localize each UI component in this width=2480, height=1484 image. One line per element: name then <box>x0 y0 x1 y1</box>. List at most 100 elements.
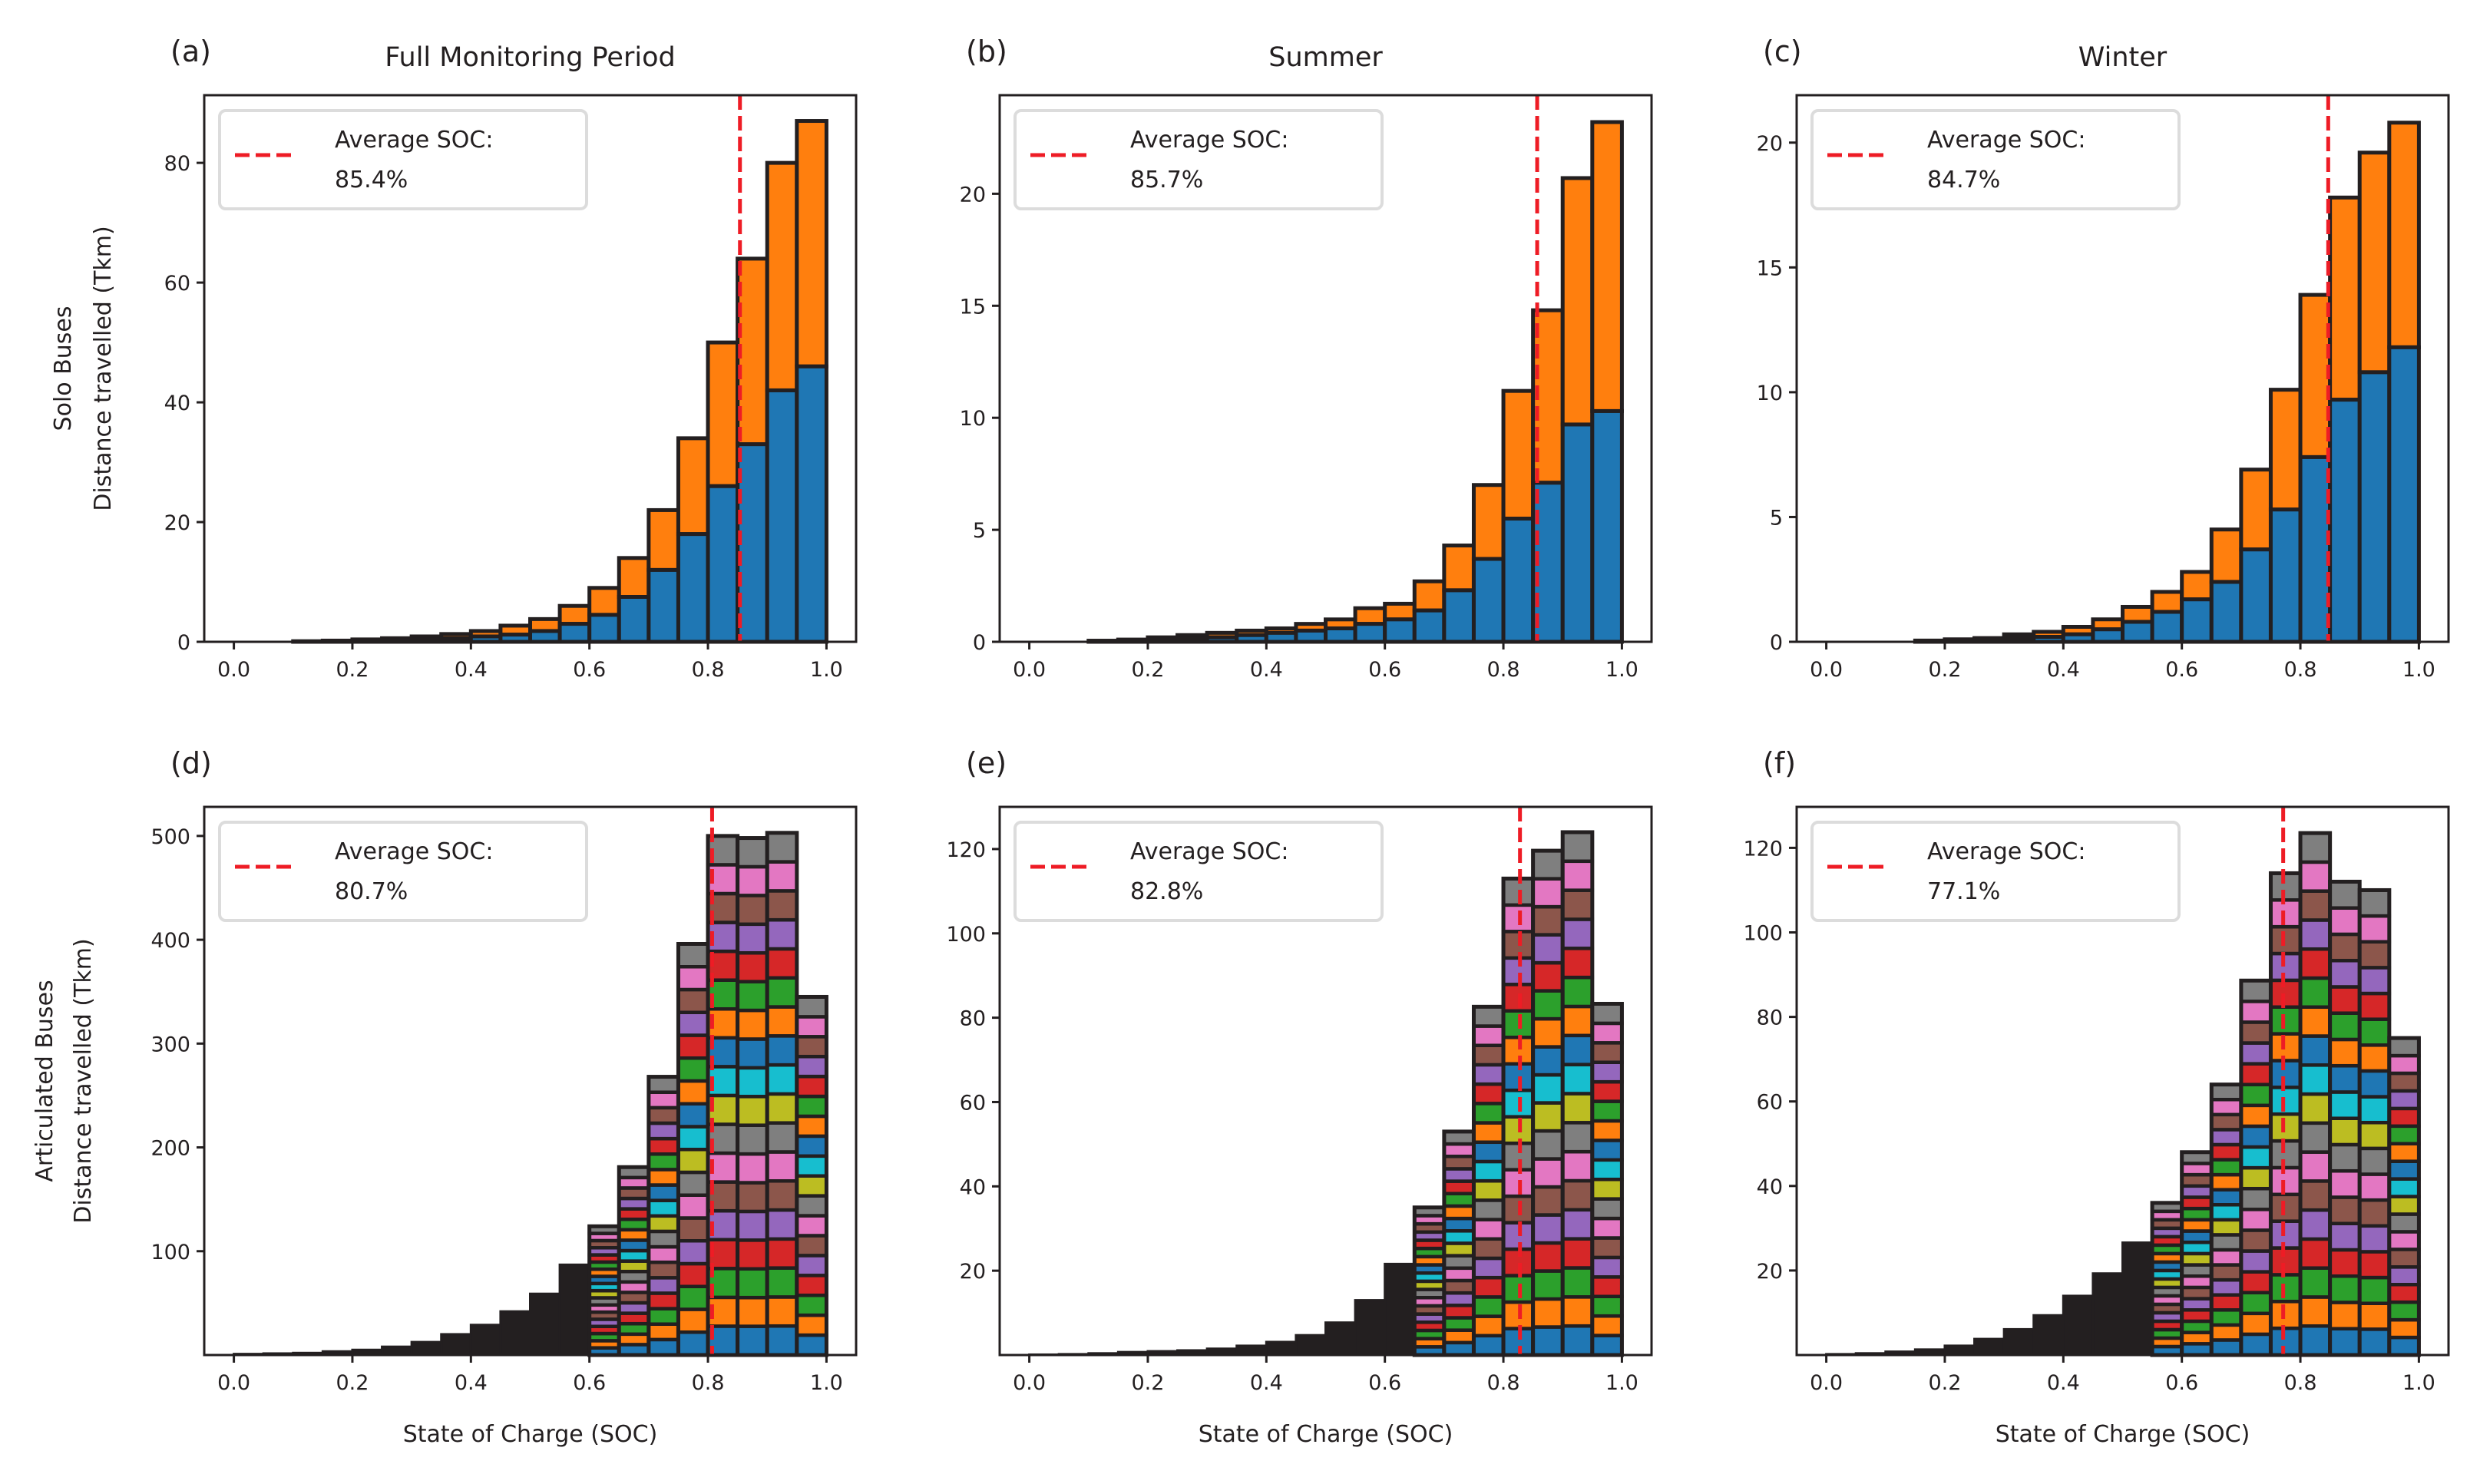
bar-segment <box>2328 1221 2362 1252</box>
bar-segment <box>2387 1317 2421 1340</box>
bar-segment <box>2269 978 2303 1010</box>
bar-low-soc <box>1354 1299 1387 1357</box>
bar-segment <box>2269 1273 2303 1304</box>
x-tick-label: 0.0 <box>1013 1371 1046 1395</box>
bar-segment <box>2210 1248 2244 1267</box>
y-tick-label: 0 <box>177 631 190 655</box>
ylabel-top-line1: Solo Buses <box>50 306 77 431</box>
bar-segment <box>2357 1198 2392 1228</box>
bar-segment <box>736 1324 769 1357</box>
bar-segment <box>1472 1024 1506 1047</box>
x-axis-label: State of Charge (SOC) <box>1996 1421 2250 1448</box>
legend: Average SOC: 80.7% <box>218 821 588 922</box>
bar-segment <box>2357 1095 2392 1125</box>
bar-segment <box>1472 1102 1506 1125</box>
bar-segment <box>1531 1101 1565 1133</box>
x-tick-label: 0.4 <box>2047 658 2080 682</box>
bar-segment <box>795 1214 828 1238</box>
bar-segment <box>795 995 828 1019</box>
bar-segment <box>765 1034 799 1067</box>
bar-segment <box>2239 1186 2273 1211</box>
legend-box <box>1013 821 1384 922</box>
bar-segment <box>1442 1191 1476 1208</box>
panel-e: 0.0 0.2 0.4 0.6 0.8 1.0 20 40 60 80 100 120 (e) State… <box>946 746 1653 1448</box>
bar-segment <box>1590 1139 1624 1162</box>
bar-segment <box>2387 1230 2421 1251</box>
legend: Average SOC: 77.1% <box>1810 821 2181 922</box>
bar-segment <box>2269 951 2303 983</box>
bar-segment <box>795 1194 828 1218</box>
bar-segment-series1 <box>1383 617 1417 644</box>
bar-segment <box>2239 979 2273 1003</box>
bar-low-soc <box>1295 1334 1327 1357</box>
panel-a: 0.0 0.2 0.4 0.6 0.8 1.0 0 20 40 60 80 Full Monitori… <box>164 35 858 682</box>
bar-segment <box>1442 1179 1476 1196</box>
bar-segment <box>1560 1121 1595 1154</box>
y-tick-label: 60 <box>960 1091 986 1115</box>
bar-segment-series2 <box>2209 527 2244 584</box>
bar-segment <box>765 1266 799 1299</box>
bar-segment-series1 <box>2298 454 2333 644</box>
bar-segment <box>765 860 799 893</box>
y-tick-label: 40 <box>960 1175 986 1199</box>
bar-segment-series2 <box>706 340 740 488</box>
ylabel-bottom-line2: Distance travelled (Tkm) <box>70 938 97 1223</box>
bar-segment <box>1590 1294 1624 1318</box>
bar-segment <box>1442 1155 1476 1171</box>
bar-segment <box>2239 1165 2273 1191</box>
bar-segment <box>2357 1224 2392 1254</box>
bar-segment <box>2269 1300 2303 1330</box>
legend-value: 85.7% <box>1130 167 1203 193</box>
legend-box <box>1013 109 1384 210</box>
bar-segment-series1 <box>1442 588 1476 644</box>
bar-segment <box>676 1193 710 1220</box>
bar-segment <box>646 1214 680 1234</box>
legend-label: Average SOC: <box>1130 127 1288 154</box>
bar-segment <box>2298 1208 2332 1241</box>
legend-value: 82.8% <box>1130 878 1203 905</box>
bar-segment <box>676 1216 710 1243</box>
bar-segment <box>2328 1063 2362 1094</box>
x-tick-label: 0.8 <box>2284 1371 2317 1395</box>
bar-segment <box>1560 1092 1595 1125</box>
bar-segment <box>1442 1167 1476 1183</box>
bar-segment <box>1442 1316 1476 1332</box>
bar-low-soc <box>1235 1344 1268 1357</box>
bar-segment <box>736 1095 769 1127</box>
bar-segment <box>2269 1059 2303 1089</box>
bar-segment <box>646 1121 680 1141</box>
x-tick-label: 0.0 <box>1810 658 1843 682</box>
bar-segment <box>795 1094 828 1119</box>
x-tick-label: 0.0 <box>217 658 250 682</box>
bar-segment <box>2357 1275 2392 1305</box>
bar-segment-series2 <box>2239 468 2273 552</box>
bar-segment <box>646 1106 680 1125</box>
bar-low-soc <box>440 1333 472 1357</box>
bar-segment <box>2298 1121 2332 1154</box>
bar-segment <box>2328 1037 2362 1068</box>
y-tick-label: 120 <box>1743 837 1783 861</box>
y-tick-label: 80 <box>164 152 190 176</box>
bar-segment <box>2387 1248 2421 1269</box>
bar-segment <box>646 1090 680 1110</box>
bar-segment-series1 <box>646 567 680 644</box>
bar-segment <box>2269 1139 2303 1170</box>
x-tick-label: 0.6 <box>2165 658 2198 682</box>
bar-segment <box>2328 1327 2362 1357</box>
x-tick-label: 0.2 <box>336 1371 369 1395</box>
bar-segment <box>2269 1086 2303 1116</box>
bar-segment <box>795 1333 828 1357</box>
x-tick-label: 0.6 <box>1368 1371 1401 1395</box>
bar-segment-series1 <box>1264 630 1298 644</box>
bar-segment <box>1442 1229 1476 1245</box>
bar-segment <box>1590 1002 1624 1026</box>
y-tick-label: 100 <box>946 923 986 947</box>
x-tick-label: 0.2 <box>1131 658 1164 682</box>
bar-segment <box>2328 958 2362 989</box>
bar-segment <box>1531 1269 1565 1301</box>
bar-segment-series2 <box>1353 606 1387 626</box>
bar-segment-series2 <box>2387 121 2421 349</box>
x-tick-label: 0.4 <box>1250 1371 1283 1395</box>
bar-segment <box>2328 932 2362 963</box>
